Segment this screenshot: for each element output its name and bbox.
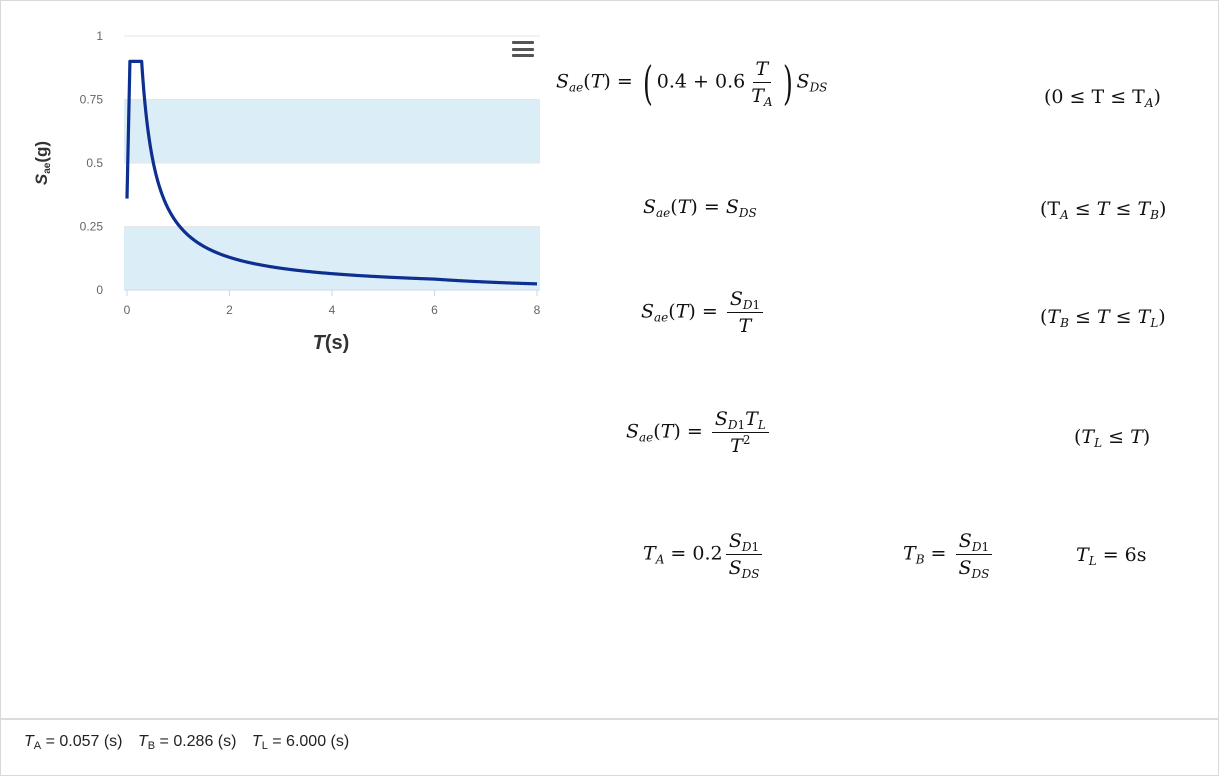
plot-bands xyxy=(124,99,540,290)
ta-readout: TA = 0.057 (s) xyxy=(24,733,123,752)
equation-4-condition: (TL ≤ T) xyxy=(1074,426,1151,450)
plot-band-1 xyxy=(124,99,540,163)
y-tick-label: 0.25 xyxy=(80,220,104,234)
x-tick-label: 6 xyxy=(431,303,438,317)
equation-1-condition: (0 ≤ T ≤ TA) xyxy=(1044,86,1161,110)
grid-lines xyxy=(124,35,540,291)
equation-2: Sae(T) = SDS xyxy=(643,196,757,220)
y-tick-labels: 0 0.25 0.5 0.75 1 xyxy=(80,29,104,297)
equation-2-condition: (TA ≤ T ≤ TB) xyxy=(1040,198,1167,222)
period-summary: TA = 0.057 (s) TB = 0.286 (s) TL = 6.000… xyxy=(24,733,360,752)
y-axis-title: Sae(g) xyxy=(32,141,53,185)
y-tick-label: 0.5 xyxy=(86,156,103,170)
x-tick-label: 2 xyxy=(226,303,233,317)
x-tick-label: 8 xyxy=(534,303,541,317)
x-axis-title: T(s) xyxy=(313,332,350,354)
equation-3: Sae(T) = SD1 T xyxy=(641,288,766,337)
tb-readout: TB = 0.286 (s) xyxy=(137,733,237,752)
equation-1: Sae(T) = (0.4 + 0.6 T TA) SDS xyxy=(556,55,828,110)
equation-4: Sae(T) = SD1TL T2 xyxy=(626,408,772,457)
equation-tb: TB = SD1 SDS xyxy=(903,530,995,580)
y-tick-label: 0 xyxy=(96,283,103,297)
equation-tl: TL = 6s xyxy=(1076,544,1147,568)
x-tick-labels: 0 2 4 6 8 xyxy=(124,290,541,317)
y-tick-label: 1 xyxy=(96,29,103,43)
tl-readout: TL = 6.000 (s) xyxy=(251,733,350,752)
plot-band-0 xyxy=(124,226,540,290)
x-tick-label: 0 xyxy=(124,303,131,317)
chart-menu-icon[interactable] xyxy=(512,41,534,57)
equation-ta: TA = 0.2 SD1 SDS xyxy=(643,530,765,580)
footer-divider xyxy=(1,718,1218,720)
spectrum-line xyxy=(125,59,538,286)
equation-3-condition: (TB ≤ T ≤ TL) xyxy=(1040,306,1166,330)
y-tick-label: 0.75 xyxy=(80,93,104,107)
response-spectrum-chart: 0 2 4 6 8 0 0.25 0.5 0.75 1 T(s) Sae(g) xyxy=(32,29,541,354)
x-tick-label: 4 xyxy=(329,303,336,317)
